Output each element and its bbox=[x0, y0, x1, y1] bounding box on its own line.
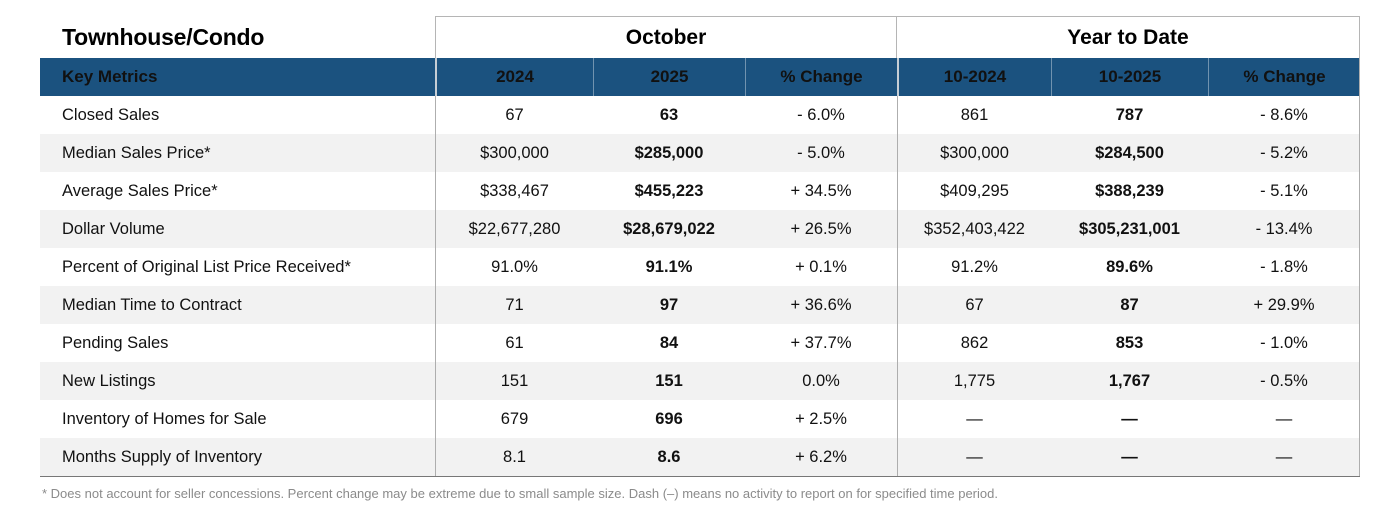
ytd-change-value: + 29.9% bbox=[1253, 295, 1315, 314]
column-header-oct-2024: 2024 bbox=[435, 58, 593, 96]
oct-2025-value: 151 bbox=[655, 371, 683, 390]
ytd-change-value: - 8.6% bbox=[1260, 105, 1308, 124]
table-footnote: * Does not account for seller concession… bbox=[42, 486, 998, 501]
ytd-2024-value: 67 bbox=[897, 286, 1051, 324]
oct-change-value: + 36.6% bbox=[790, 295, 852, 314]
table-title-row: Townhouse/Condo October Year to Date bbox=[40, 16, 1360, 58]
ytd-2024-value: $300,000 bbox=[897, 134, 1051, 172]
ytd-2024-value: $352,403,422 bbox=[897, 210, 1051, 248]
oct-2025-value: 8.6 bbox=[657, 447, 681, 466]
oct-2024-value: $338,467 bbox=[435, 172, 593, 210]
oct-2024-value: 8.1 bbox=[435, 438, 593, 476]
ytd-2024-value: 1,775 bbox=[897, 362, 1051, 400]
oct-change-value: 0.0% bbox=[802, 371, 840, 390]
ytd-2025-value: $388,239 bbox=[1095, 181, 1164, 200]
ytd-2024-value: $409,295 bbox=[897, 172, 1051, 210]
table-row: Dollar Volume $22,677,280 $28,679,022 + … bbox=[40, 210, 1360, 248]
column-header-key-metrics: Key Metrics bbox=[62, 67, 158, 86]
oct-2025-value: 696 bbox=[655, 409, 683, 428]
ytd-change-value: - 0.5% bbox=[1260, 371, 1308, 390]
oct-2025-value: 63 bbox=[659, 105, 679, 124]
table-row: Inventory of Homes for Sale 679 696 + 2.… bbox=[40, 400, 1360, 438]
report-title-cell: Townhouse/Condo bbox=[40, 16, 435, 58]
oct-change-value: + 6.2% bbox=[795, 447, 847, 466]
table-row: Average Sales Price* $338,467 $455,223 +… bbox=[40, 172, 1360, 210]
table-row: Pending Sales 61 84 + 37.7% 862 853 - 1.… bbox=[40, 324, 1360, 362]
table-row: New Listings 151 151 0.0% 1,775 1,767 - … bbox=[40, 362, 1360, 400]
table-row: Closed Sales 67 63 - 6.0% 861 787 - 8.6% bbox=[40, 96, 1360, 134]
market-stats-table: Townhouse/Condo October Year to Date Key… bbox=[40, 16, 1360, 501]
oct-change-value: + 0.1% bbox=[795, 257, 847, 276]
ytd-change-value: - 1.0% bbox=[1260, 333, 1308, 352]
ytd-2025-value: 87 bbox=[1120, 295, 1139, 314]
ytd-2025-value: 853 bbox=[1115, 333, 1144, 352]
metric-label: Average Sales Price* bbox=[62, 181, 218, 200]
ytd-change-value: - 5.2% bbox=[1260, 143, 1308, 162]
metric-label: Months Supply of Inventory bbox=[62, 447, 262, 466]
oct-2024-value: 61 bbox=[435, 324, 593, 362]
ytd-2024-value: 91.2% bbox=[897, 248, 1051, 286]
column-header-ytd-change: % Change bbox=[1208, 58, 1360, 96]
ytd-2025-value: 89.6% bbox=[1106, 257, 1153, 276]
table-row: Percent of Original List Price Received*… bbox=[40, 248, 1360, 286]
oct-2024-value: 679 bbox=[435, 400, 593, 438]
table-body: Closed Sales 67 63 - 6.0% 861 787 - 8.6%… bbox=[40, 96, 1360, 477]
metric-label: Inventory of Homes for Sale bbox=[62, 409, 267, 428]
oct-2024-value: $300,000 bbox=[435, 134, 593, 172]
column-header-ytd-2025: 10-2025 bbox=[1051, 58, 1208, 96]
ytd-2025-value: 1,767 bbox=[1108, 371, 1151, 390]
oct-2025-value: $28,679,022 bbox=[623, 219, 715, 238]
ytd-change-value: - 1.8% bbox=[1260, 257, 1308, 276]
section-header-october: October bbox=[435, 16, 897, 58]
metric-label: Closed Sales bbox=[62, 105, 160, 124]
oct-2025-value: 91.1% bbox=[645, 257, 693, 276]
ytd-2024-value: 862 bbox=[897, 324, 1051, 362]
ytd-change-value: - 13.4% bbox=[1255, 219, 1313, 238]
oct-2025-value: 84 bbox=[659, 333, 679, 352]
table-row: Median Sales Price* $300,000 $285,000 - … bbox=[40, 134, 1360, 172]
oct-change-value: + 37.7% bbox=[790, 333, 852, 352]
ytd-2025-value: $284,500 bbox=[1095, 143, 1164, 162]
column-header-ytd-2024: 10-2024 bbox=[897, 58, 1051, 96]
oct-change-value: + 2.5% bbox=[795, 409, 847, 428]
oct-2024-value: 71 bbox=[435, 286, 593, 324]
metric-label: Median Sales Price* bbox=[62, 143, 211, 162]
metric-label: Median Time to Contract bbox=[62, 295, 242, 314]
ytd-2024-value: 861 bbox=[897, 96, 1051, 134]
oct-2024-value: 91.0% bbox=[435, 248, 593, 286]
oct-change-value: + 34.5% bbox=[790, 181, 852, 200]
ytd-2024-value: — bbox=[897, 438, 1051, 476]
oct-2024-value: $22,677,280 bbox=[435, 210, 593, 248]
ytd-2025-value: — bbox=[1121, 447, 1138, 466]
metric-label: Pending Sales bbox=[62, 333, 169, 352]
oct-2024-value: 67 bbox=[435, 96, 593, 134]
metric-label: Dollar Volume bbox=[62, 219, 165, 238]
oct-2024-value: 151 bbox=[435, 362, 593, 400]
ytd-2024-value: — bbox=[897, 400, 1051, 438]
oct-change-value: + 26.5% bbox=[790, 219, 852, 238]
ytd-change-value: — bbox=[1275, 447, 1293, 466]
ytd-change-value: — bbox=[1275, 409, 1293, 428]
ytd-2025-value: — bbox=[1121, 409, 1138, 428]
table-row: Median Time to Contract 71 97 + 36.6% 67… bbox=[40, 286, 1360, 324]
oct-2025-value: $285,000 bbox=[634, 143, 704, 162]
oct-change-value: - 5.0% bbox=[797, 143, 845, 162]
oct-2025-value: 97 bbox=[659, 295, 679, 314]
metric-label: New Listings bbox=[62, 371, 156, 390]
ytd-2025-value: $305,231,001 bbox=[1079, 219, 1180, 238]
table-row: Months Supply of Inventory 8.1 8.6 + 6.2… bbox=[40, 438, 1360, 476]
column-header-oct-2025: 2025 bbox=[593, 58, 745, 96]
ytd-change-value: - 5.1% bbox=[1260, 181, 1308, 200]
column-header-oct-change: % Change bbox=[745, 58, 897, 96]
oct-change-value: - 6.0% bbox=[797, 105, 845, 124]
ytd-2025-value: 787 bbox=[1115, 105, 1144, 124]
column-header-row: Key Metrics 2024 2025 % Change 10-2024 1… bbox=[40, 58, 1360, 96]
oct-2025-value: $455,223 bbox=[634, 181, 704, 200]
section-header-year-to-date: Year to Date bbox=[897, 16, 1360, 58]
metric-label: Percent of Original List Price Received* bbox=[62, 257, 351, 276]
page-title: Townhouse/Condo bbox=[62, 23, 265, 50]
